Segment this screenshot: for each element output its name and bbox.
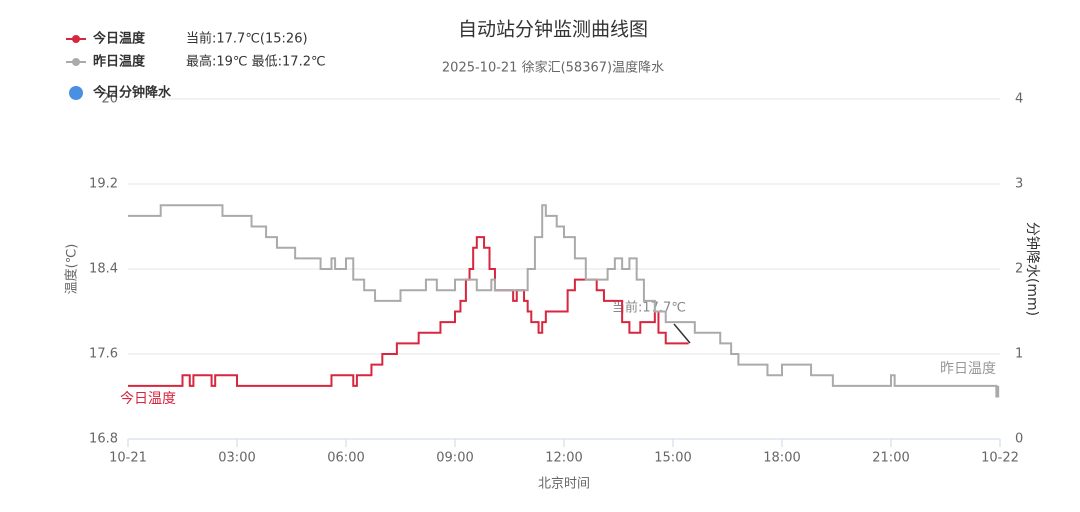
legend-note: 当前:17.7℃(15:26) [186, 31, 308, 47]
y-axis-title: 温度(℃) [64, 244, 80, 295]
legend-label: 昨日温度 [93, 54, 146, 70]
temperature-line [128, 204, 1000, 398]
y-tick-label: 18.4 [89, 262, 118, 277]
x-tick-label: 15:00 [654, 451, 691, 466]
y-tick-label: 19.2 [89, 177, 118, 192]
legend-marker [69, 86, 83, 100]
chart-title: 自动站分钟监测曲线图 [458, 19, 648, 41]
y2-tick-label: 1 [1015, 347, 1023, 362]
annotation: 昨日温度 [940, 361, 996, 377]
x-axis-title: 北京时间 [538, 477, 590, 492]
x-tick-label: 12:00 [545, 451, 582, 466]
y2-tick-label: 4 [1015, 92, 1023, 107]
legend-label: 今日分钟降水 [92, 85, 172, 101]
legend-marker [72, 58, 80, 66]
y2-axis-title: 分钟降水(mm) [1024, 222, 1041, 316]
y-tick-label: 16.8 [89, 432, 118, 447]
chart-subtitle: 2025-10-21 徐家汇(58367)温度降水 [442, 60, 664, 76]
legend-note: 最高:19℃ 最低:17.2℃ [186, 54, 326, 70]
annotation: 当前:17.7℃ [612, 300, 686, 316]
annotation-pointer [673, 323, 691, 344]
y-tick-label: 20 [101, 92, 118, 107]
x-tick-label: 10-22 [981, 451, 1019, 466]
x-tick-label: 21:00 [872, 451, 909, 466]
x-tick-label: 09:00 [436, 451, 473, 466]
y2-tick-label: 2 [1015, 262, 1023, 277]
annotation: 今日温度 [120, 391, 176, 407]
x-tick-label: 06:00 [327, 451, 364, 466]
x-tick-label: 10-21 [109, 451, 147, 466]
y-tick-label: 17.6 [89, 347, 118, 362]
y2-tick-label: 3 [1015, 177, 1023, 192]
legend-label: 今日温度 [92, 31, 146, 47]
x-tick-label: 03:00 [218, 451, 255, 466]
x-tick-label: 18:00 [763, 451, 800, 466]
temperature-line [128, 236, 689, 387]
legend-marker [72, 35, 80, 43]
y2-tick-label: 0 [1015, 432, 1023, 447]
